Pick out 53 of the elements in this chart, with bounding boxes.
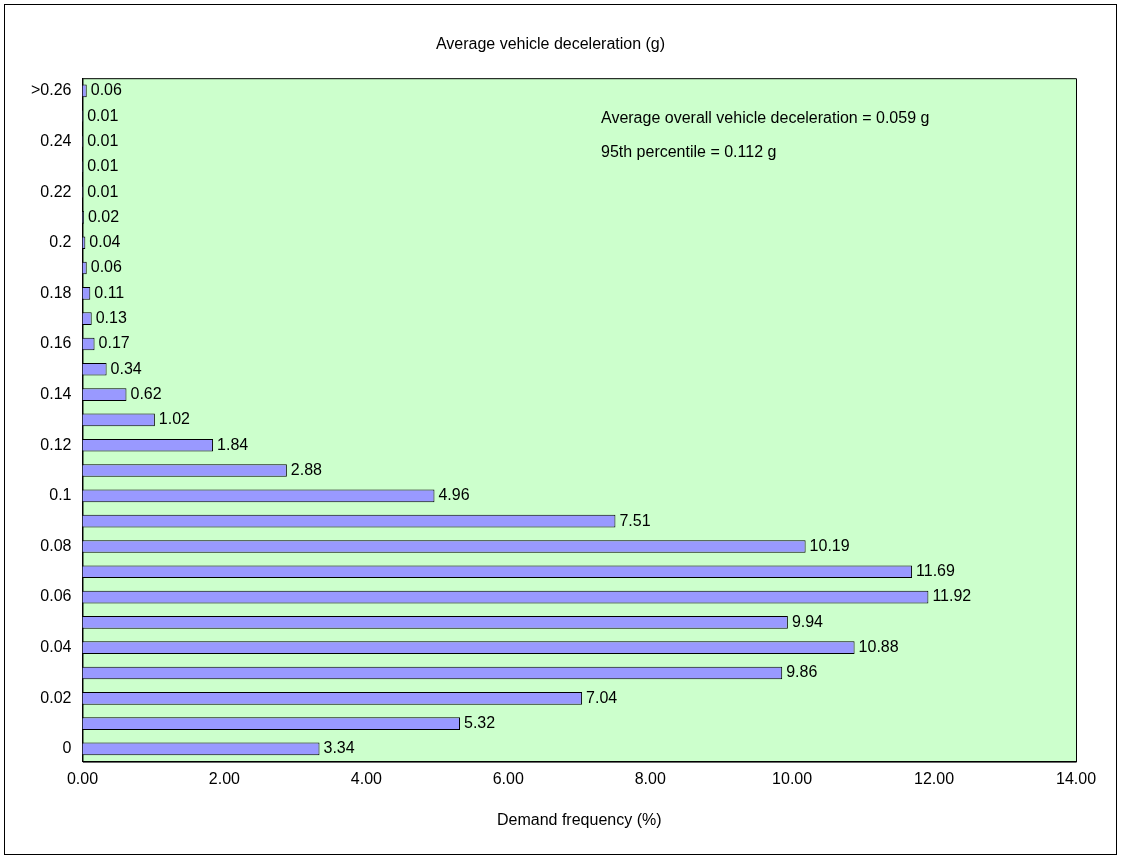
data-label: 0.17 [98,334,130,352]
data-label: 1.84 [217,435,249,453]
chart-title: Average vehicle deceleration (g) [435,35,666,53]
data-label: 0.13 [95,309,127,327]
data-label: 4.96 [438,486,470,504]
x-tick-label: 12.00 [914,769,955,787]
data-label: 7.51 [619,511,651,529]
data-label: 3.34 [323,739,355,757]
data-label: 11.92 [932,587,972,605]
data-label: 0.04 [89,233,121,251]
y-tick-label: 0.18 [40,283,72,301]
data-label: 0.01 [87,182,119,200]
y-tick-label: 0.02 [40,688,72,706]
y-tick-label: 0.1 [49,486,72,504]
y-tick-label: >0.26 [31,81,72,99]
x-tick-label: 6.00 [492,769,524,787]
data-label: 0.06 [90,258,122,276]
data-label: 2.88 [290,460,323,478]
annotation: 95th percentile = 0.112 g [601,142,777,160]
data-label: 0.01 [87,106,119,124]
x-tick-label: 10.00 [772,769,813,787]
y-tick-label: 0.24 [40,131,72,149]
x-tick-label: 2.00 [208,769,241,787]
y-tick-label: 0.06 [40,587,72,605]
x-tick-label: 8.00 [634,769,666,787]
y-tick-label: 0.12 [40,435,72,453]
y-tick-label: 0.22 [40,182,72,200]
data-label: 9.94 [791,612,824,630]
annotation: Average overall vehicle deceleration = 0.059 g [601,108,930,126]
y-tick-label: 0.14 [40,385,72,402]
y-tick-label: 0.04 [40,638,72,656]
x-tick-label: 0.00 [66,769,99,787]
data-label: 0.01 [87,157,119,175]
data-label: 0.34 [110,359,142,377]
x-tick-label: 14.00 [1055,769,1097,787]
data-label: 0.02 [87,207,120,225]
data-label: 7.04 [586,688,618,706]
data-label: 5.32 [464,714,496,732]
data-label: 0.01 [87,131,119,149]
y-tick-label: 0.08 [40,536,72,554]
data-label: 0.06 [90,81,122,99]
x-axis-title: Demand frequency (%) [496,810,662,828]
y-tick-label: 0 [62,739,72,757]
data-label: 9.86 [786,663,818,681]
data-label: 11.69 [916,562,956,580]
y-tick-label: 0.16 [40,334,72,352]
data-label: 0.62 [130,385,162,402]
data-label: 10.19 [809,536,850,554]
y-tick-label: 0.2 [49,233,72,251]
x-tick-label: 4.00 [350,769,383,787]
data-label: 1.02 [158,410,191,428]
data-label: 0.11 [94,283,125,301]
data-label: 10.88 [858,638,899,656]
